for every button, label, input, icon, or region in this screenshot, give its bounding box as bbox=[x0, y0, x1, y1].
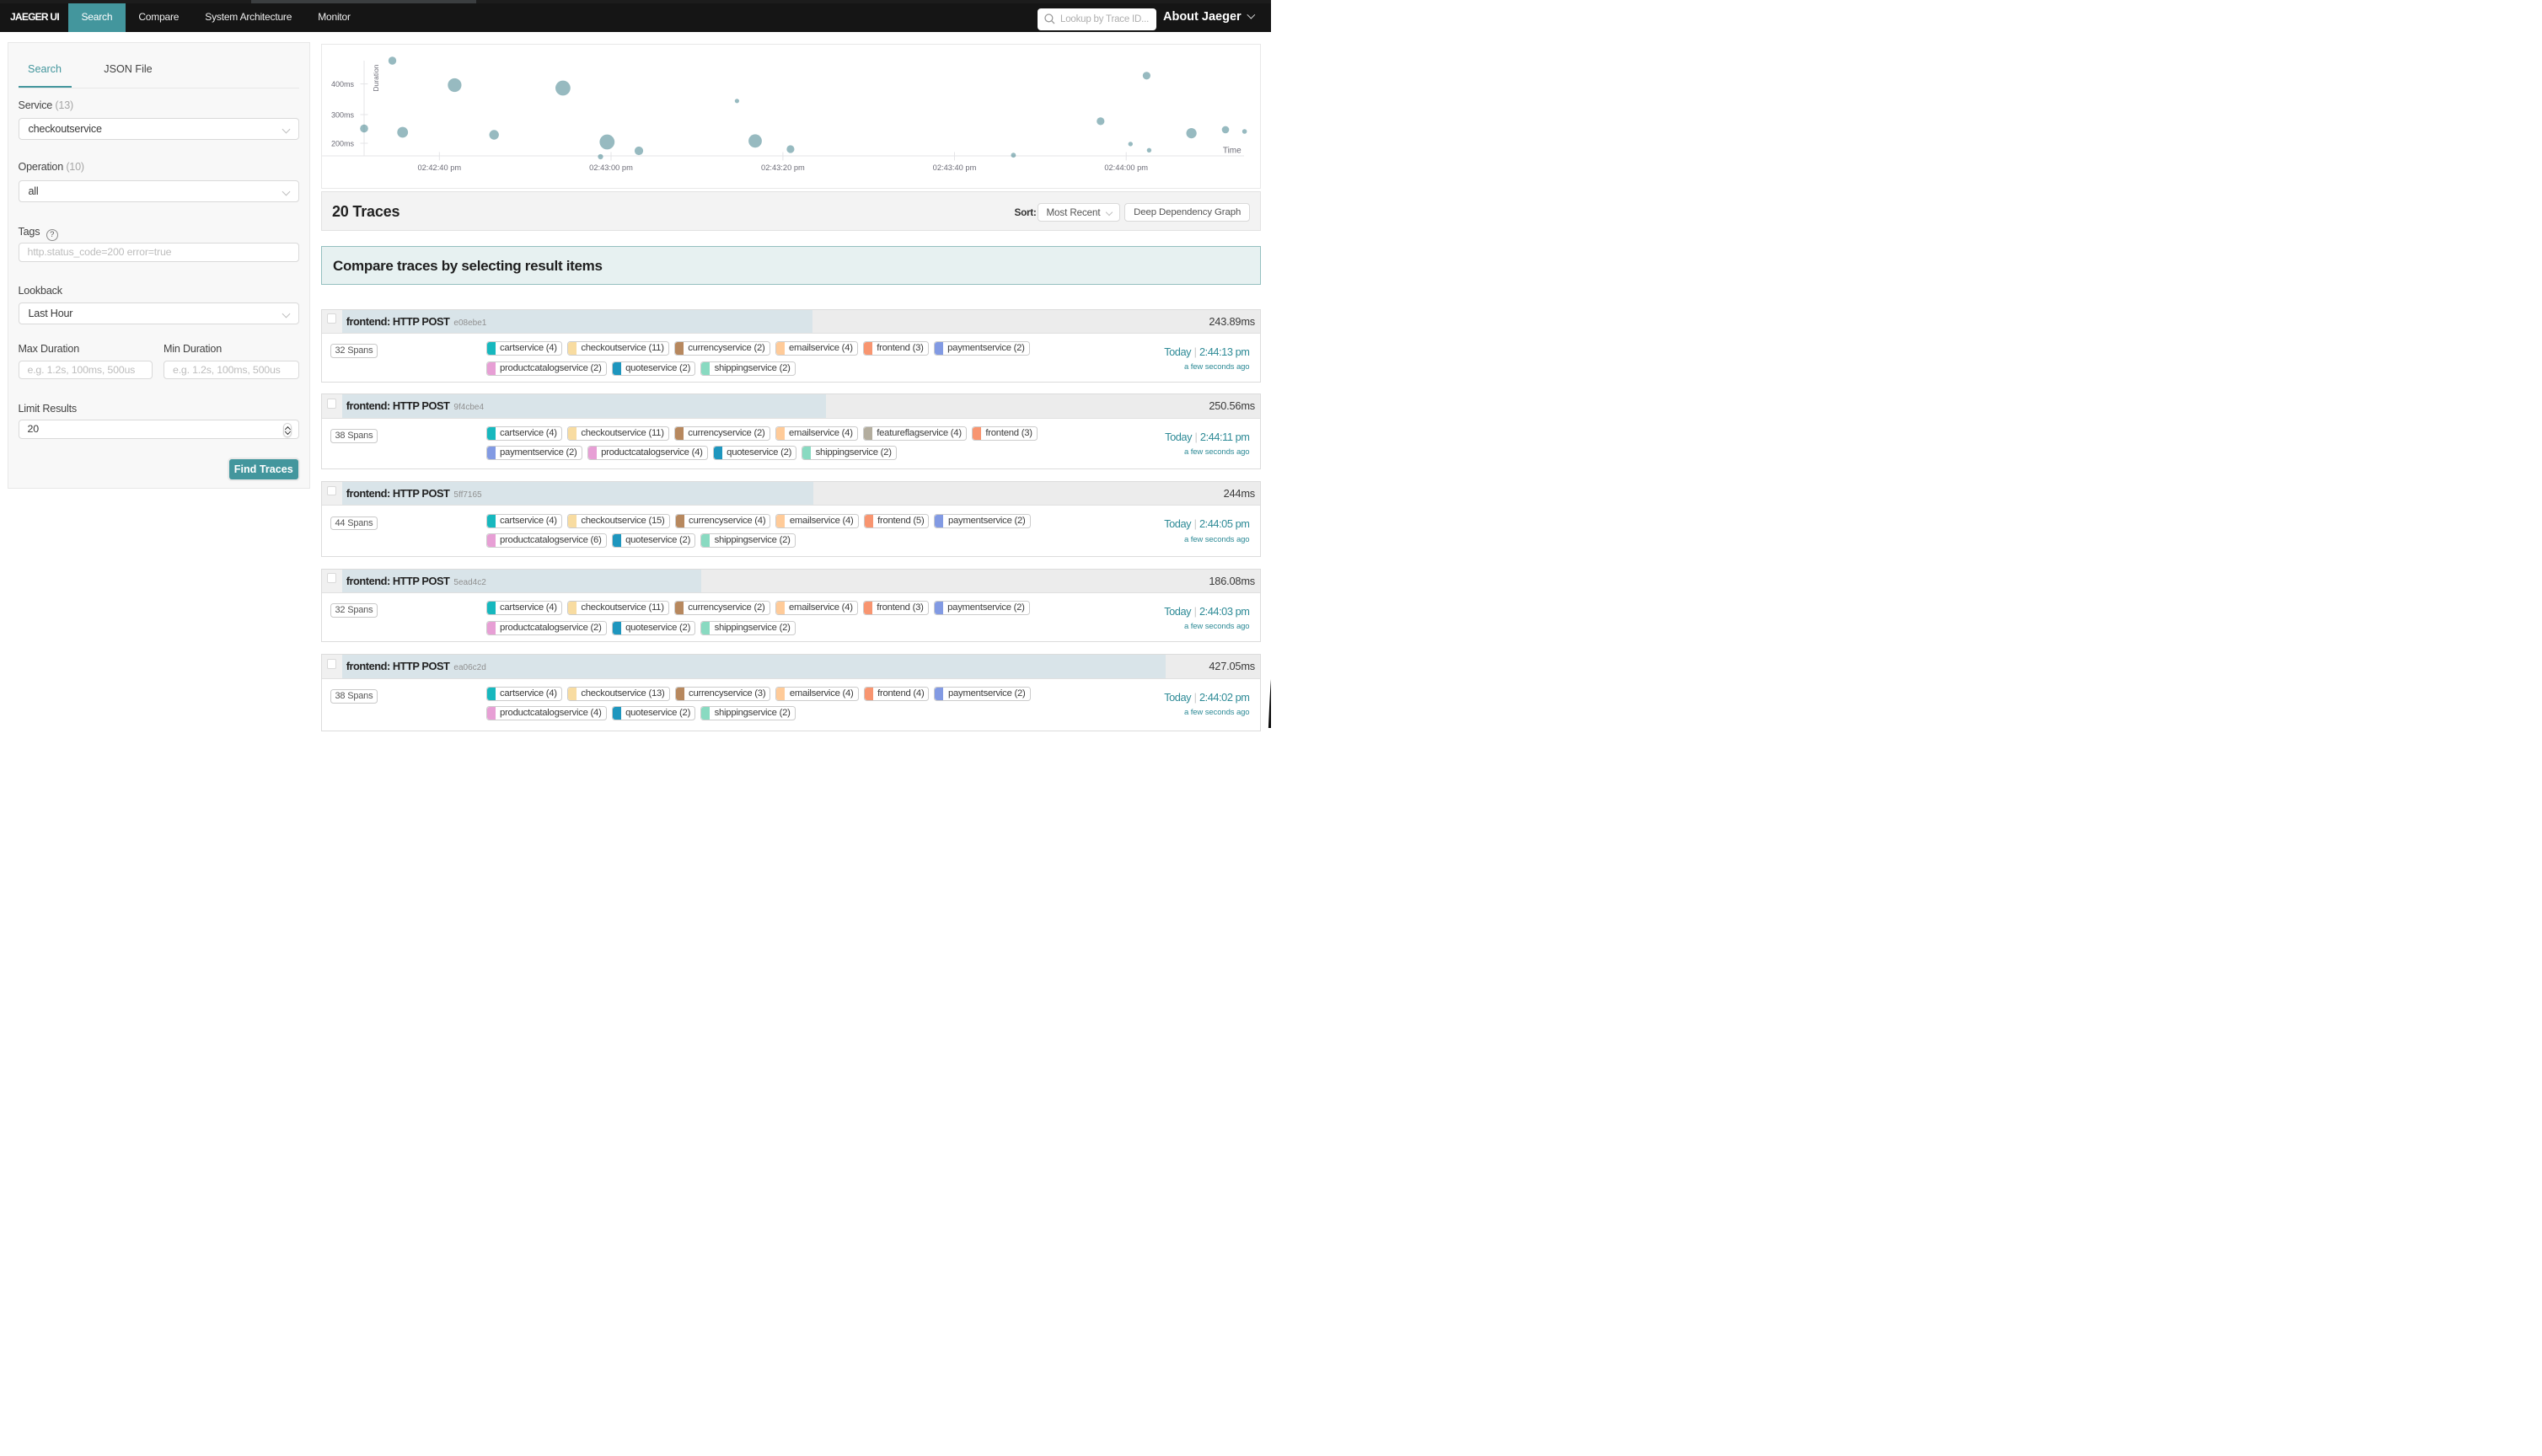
svg-text:200ms: 200ms bbox=[330, 139, 354, 147]
svg-text:Time: Time bbox=[1222, 147, 1241, 156]
svg-text:02:43:40 pm: 02:43:40 pm bbox=[932, 163, 976, 172]
svg-text:Duration: Duration bbox=[372, 64, 380, 91]
svg-text:02:44:00 pm: 02:44:00 pm bbox=[1104, 163, 1148, 172]
svg-text:300ms: 300ms bbox=[330, 110, 354, 119]
svg-text:02:43:20 pm: 02:43:20 pm bbox=[761, 163, 805, 172]
svg-text:02:42:40 pm: 02:42:40 pm bbox=[417, 163, 461, 172]
svg-text:400ms: 400ms bbox=[330, 80, 354, 88]
svg-text:02:43:00 pm: 02:43:00 pm bbox=[589, 163, 633, 172]
